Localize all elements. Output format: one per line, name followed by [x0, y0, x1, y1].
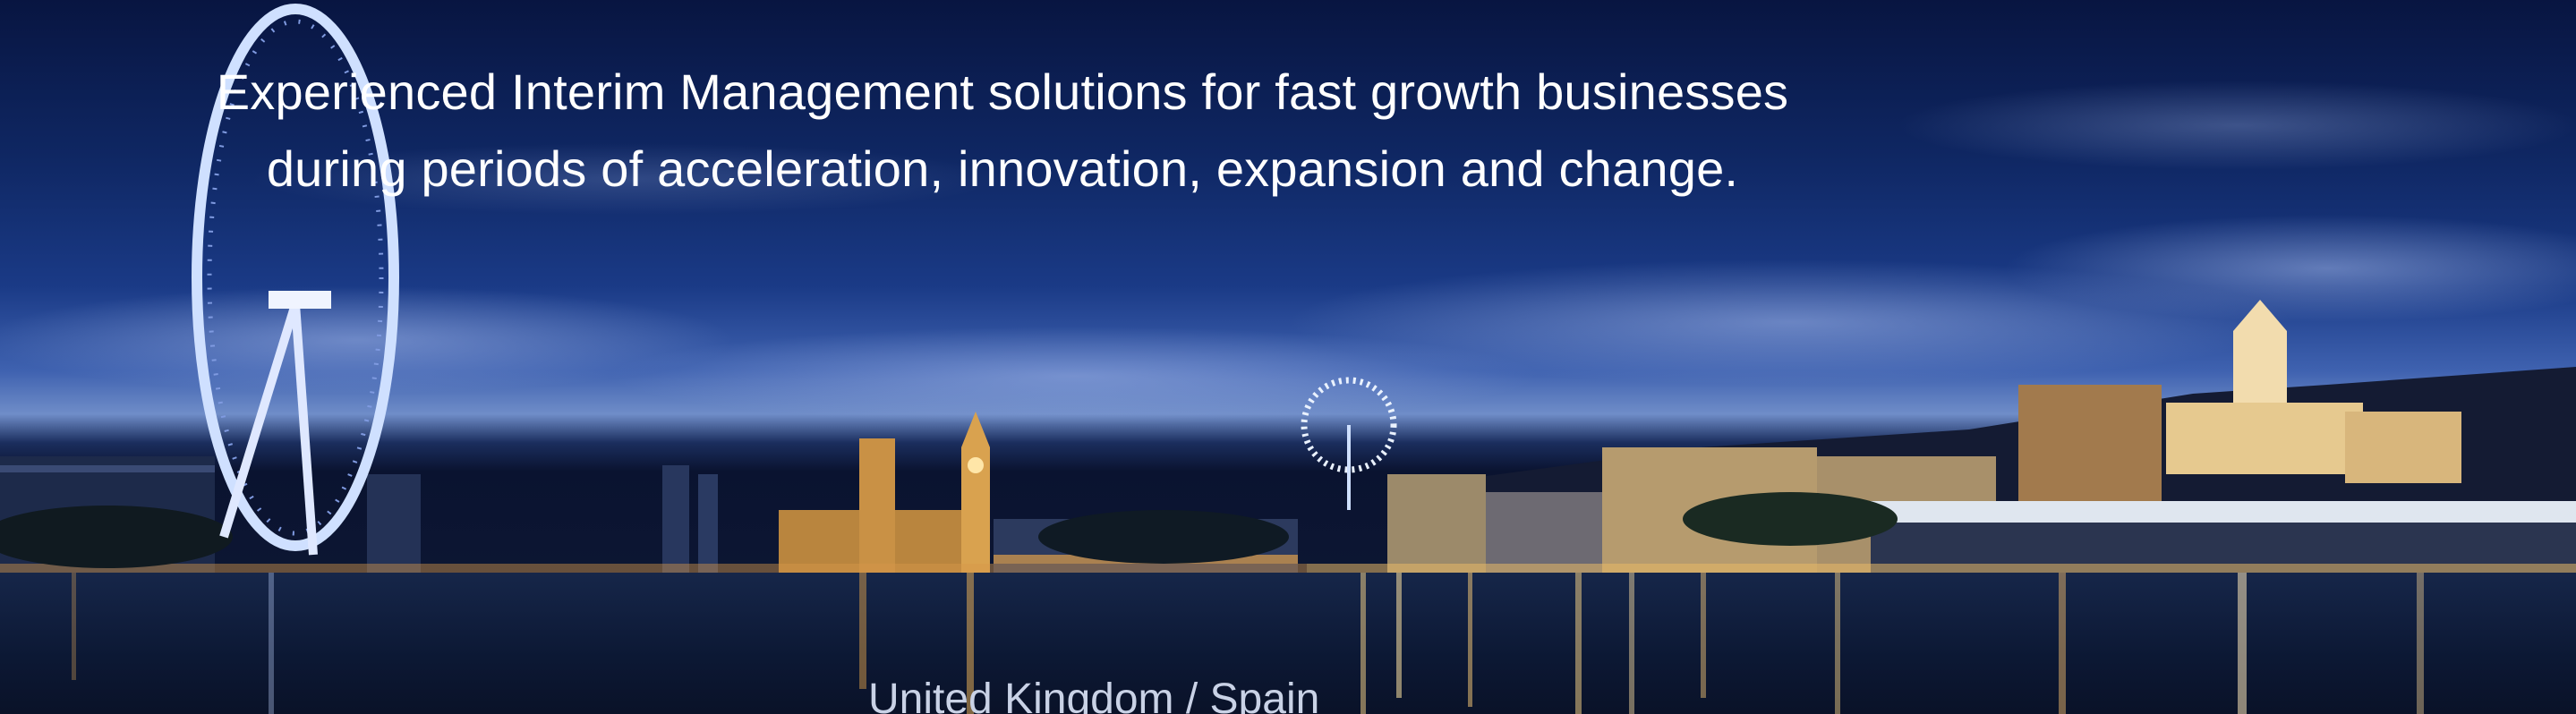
river — [0, 573, 2576, 714]
water-reflections — [72, 573, 2424, 714]
location-label: United Kingdom / Spain — [868, 676, 1320, 714]
clock-tower-icon — [961, 412, 990, 591]
cathedral-icon — [2166, 300, 2363, 474]
sky-clouds — [0, 81, 2576, 425]
tower-left — [859, 438, 895, 591]
london-eye — [192, 4, 399, 556]
headline-line-2: during periods of acceleration, innovati… — [266, 140, 1739, 197]
ferris-wheel-icon — [1301, 377, 1397, 510]
city-skyline — [0, 300, 2576, 591]
headline-line-1: Experienced Interim Management solutions… — [216, 64, 1789, 120]
